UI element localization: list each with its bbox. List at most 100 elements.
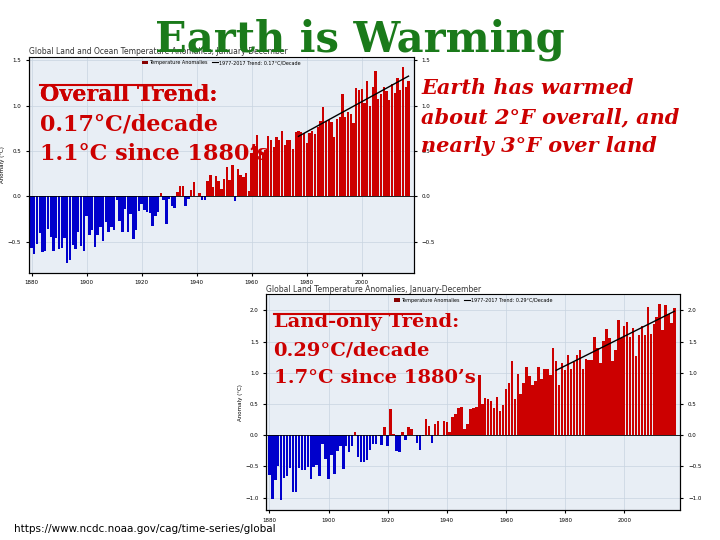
Bar [292,435,294,492]
Bar [502,404,504,435]
Bar [508,383,510,435]
Bar [617,320,619,435]
Bar [526,367,528,435]
Bar [277,435,279,466]
Bar [493,408,495,435]
Bar [614,350,616,435]
Bar [543,369,546,435]
Bar [253,146,256,197]
Bar [297,435,300,468]
Bar [270,140,272,197]
Bar [451,417,454,435]
Bar [91,197,94,230]
Bar [655,318,658,435]
Bar [110,197,112,227]
Bar [280,435,282,501]
Bar [107,197,109,232]
Bar [165,197,168,224]
Bar [72,197,74,245]
Bar [127,197,129,232]
Bar [549,375,552,435]
Bar [163,197,165,200]
Bar [328,435,330,478]
Bar [382,87,385,197]
Bar [86,197,88,216]
Bar [264,150,266,197]
Bar [336,119,338,197]
Bar [390,409,392,435]
Bar [271,435,274,499]
Bar [402,66,404,197]
Bar [623,326,626,435]
Bar [582,368,584,435]
Bar [240,175,242,197]
Bar [47,197,49,229]
Text: 0.17°C/decade: 0.17°C/decade [40,113,217,136]
Bar [354,431,356,435]
Bar [401,432,404,435]
Bar [176,192,179,197]
Bar [588,360,590,435]
Bar [405,86,407,197]
Bar [228,180,231,197]
Bar [55,197,58,238]
Bar [673,308,676,435]
Bar [475,407,477,435]
Bar [272,147,275,197]
Bar [593,336,596,435]
Bar [287,140,289,197]
Bar [410,429,413,435]
Bar [620,338,623,435]
Bar [113,197,115,230]
Bar [174,197,176,208]
Bar [135,197,138,231]
Bar [130,197,132,214]
Bar [36,197,38,244]
Text: 0.29°C/decade: 0.29°C/decade [274,341,430,359]
Bar [314,134,316,197]
Bar [226,167,228,197]
Bar [364,103,366,197]
Bar [310,435,312,479]
Text: 1.1°C since 1880’s: 1.1°C since 1880’s [40,143,269,165]
Bar [317,127,319,197]
Bar [336,435,338,451]
Text: Overall Trend:: Overall Trend: [40,84,217,106]
Bar [286,435,288,476]
Bar [303,133,305,197]
Bar [585,360,587,435]
Bar [384,427,386,435]
Bar [638,334,640,435]
Bar [394,93,396,197]
Bar [358,90,360,197]
Bar [436,421,439,435]
Bar [99,197,102,227]
Bar [140,197,143,204]
Bar [292,148,294,197]
Bar [404,435,407,440]
Bar [333,435,336,474]
Bar [312,435,315,467]
Bar [116,197,118,200]
Text: 1.7°C since 1880’s: 1.7°C since 1880’s [274,369,475,387]
Bar [537,367,540,435]
Bar [33,197,35,254]
Bar [570,369,572,435]
Bar [223,179,225,197]
Bar [268,435,271,475]
Bar [469,409,472,435]
Bar [267,136,269,197]
Bar [576,355,578,435]
Bar [80,197,82,246]
Bar [377,435,380,436]
Bar [534,381,536,435]
Bar [398,435,401,452]
Bar [355,87,357,197]
Bar [632,328,634,435]
Bar [325,122,327,197]
Bar [190,190,192,197]
Bar [540,379,543,435]
Bar [602,341,605,435]
Bar [443,422,445,435]
Bar [567,355,570,435]
